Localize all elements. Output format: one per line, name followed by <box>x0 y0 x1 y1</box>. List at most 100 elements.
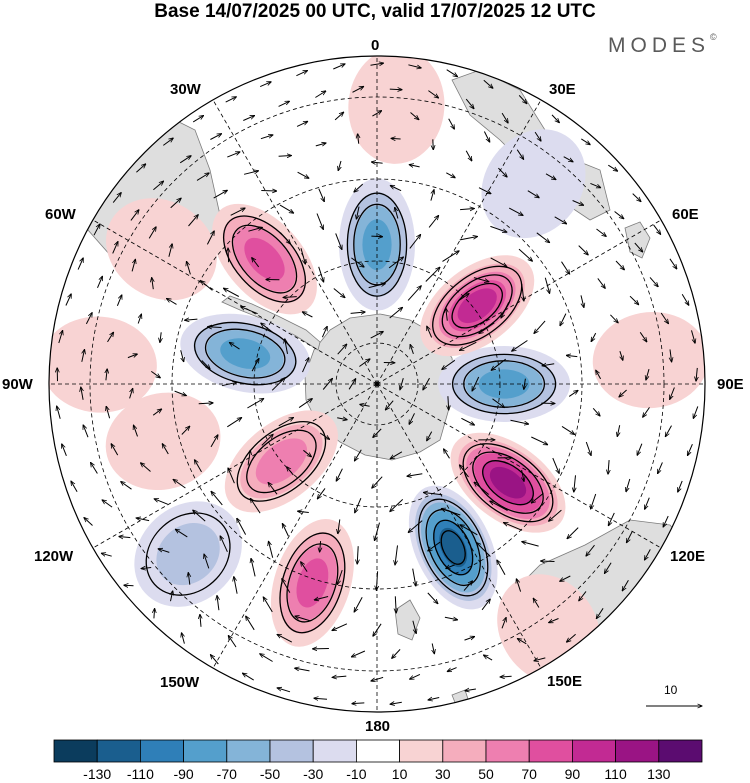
wind-arrow <box>137 314 141 324</box>
wind-arrow <box>201 360 210 369</box>
wind-arrow <box>510 419 529 424</box>
wind-arrow <box>541 561 555 562</box>
wind-arrow <box>188 215 199 227</box>
colorbar-tick-label: 90 <box>564 766 581 782</box>
anomaly-level <box>106 198 217 301</box>
wind-arrow <box>246 616 255 631</box>
wind-arrow <box>645 549 651 560</box>
wind-arrow <box>154 499 168 505</box>
wind-arrow <box>173 479 186 489</box>
wind-arrow <box>460 525 478 536</box>
wind-arrow <box>501 112 508 123</box>
wind-arrow <box>131 259 135 272</box>
wind-arrow <box>355 498 362 513</box>
colorbar-tick-label: -110 <box>126 766 154 782</box>
wind-arrow <box>670 349 672 362</box>
contour-group <box>145 512 231 596</box>
wind-arrow <box>390 702 402 704</box>
wind-arrow <box>639 332 647 342</box>
wind-arrow <box>446 69 458 77</box>
wind-arrow <box>567 633 576 642</box>
colorbar-tick-label: 50 <box>478 766 494 782</box>
wind-arrow <box>91 463 98 474</box>
wind-arrow <box>127 354 137 359</box>
wind-arrow <box>522 469 524 481</box>
lon-label-90e: 90E <box>717 376 744 393</box>
wind-arrow <box>549 509 562 521</box>
wind-arrow <box>516 579 522 592</box>
wind-arrow <box>632 193 641 202</box>
wind-arrow <box>407 474 423 477</box>
wind-arrow <box>610 314 618 323</box>
pole-marker <box>374 381 380 387</box>
contour-line <box>433 519 474 576</box>
wind-arrow <box>332 623 348 631</box>
wind-arrow <box>391 138 401 139</box>
anomaly-cell <box>106 198 217 301</box>
colorbar-swatch <box>528 739 573 763</box>
wind-arrow <box>597 278 605 288</box>
wind-arrow <box>229 343 240 350</box>
wind-arrow <box>572 200 584 206</box>
wind-arrow <box>357 546 358 564</box>
meridian-line <box>212 99 378 385</box>
anomaly-level <box>481 129 586 239</box>
wind-arrow <box>337 418 347 420</box>
wind-arrow <box>427 431 433 441</box>
wind-arrow <box>596 228 607 236</box>
wind-arrow <box>296 71 307 77</box>
anomaly-level <box>296 558 329 608</box>
wind-arrow <box>446 564 455 569</box>
wind-arrow <box>549 618 559 623</box>
wind-arrow <box>574 475 576 492</box>
wind-arrow <box>97 276 103 288</box>
wind-arrow <box>298 399 312 409</box>
contour-line <box>236 421 327 502</box>
wind-vectors <box>57 63 698 704</box>
wind-arrow <box>225 97 237 103</box>
wind-arrow <box>433 139 434 149</box>
wind-arrow <box>371 676 384 681</box>
wind-arrow <box>106 369 107 381</box>
wind-arrow <box>317 488 326 498</box>
colorbar-tick-label: -130 <box>83 766 112 782</box>
wind-arrow <box>196 173 209 181</box>
wind-arrow <box>318 188 325 202</box>
wind-arrow <box>81 387 83 400</box>
anomaly-level <box>156 523 220 586</box>
wind-arrow <box>170 198 181 209</box>
wind-arrow <box>428 216 439 228</box>
wind-arrow <box>358 134 359 144</box>
wind-arrow <box>563 156 573 162</box>
wind-arrow <box>322 379 332 390</box>
wind-arrow <box>251 359 259 372</box>
wind-arrow <box>430 190 434 201</box>
antarctica-landmass <box>304 313 456 461</box>
wind-arrow <box>338 519 340 533</box>
wind-arrow <box>334 112 344 121</box>
anomaly-level <box>489 466 527 499</box>
anomaly-level <box>105 392 221 491</box>
wind-arrow <box>316 213 323 230</box>
wind-arrow <box>112 242 118 254</box>
wind-arrow <box>428 541 441 551</box>
wind-arrow <box>459 237 478 241</box>
wind-arrow <box>522 283 524 301</box>
wind-arrow <box>424 493 443 495</box>
contour-line <box>462 443 554 523</box>
wind-arrow <box>314 698 328 699</box>
wind-arrow <box>282 524 289 537</box>
wind-arrow <box>579 591 587 600</box>
wind-arrow <box>287 467 294 476</box>
meridian-line <box>212 383 378 669</box>
contour-line <box>231 224 298 294</box>
wind-arrow <box>534 320 546 334</box>
contour-line <box>279 532 346 634</box>
wind-arrow <box>136 164 145 173</box>
contour-line <box>440 530 466 565</box>
wind-arrow <box>220 536 228 553</box>
wind-arrow <box>102 500 113 508</box>
anomaly-level <box>439 527 468 568</box>
wind-arrow <box>174 390 187 396</box>
colorbar-swatch <box>183 739 228 763</box>
